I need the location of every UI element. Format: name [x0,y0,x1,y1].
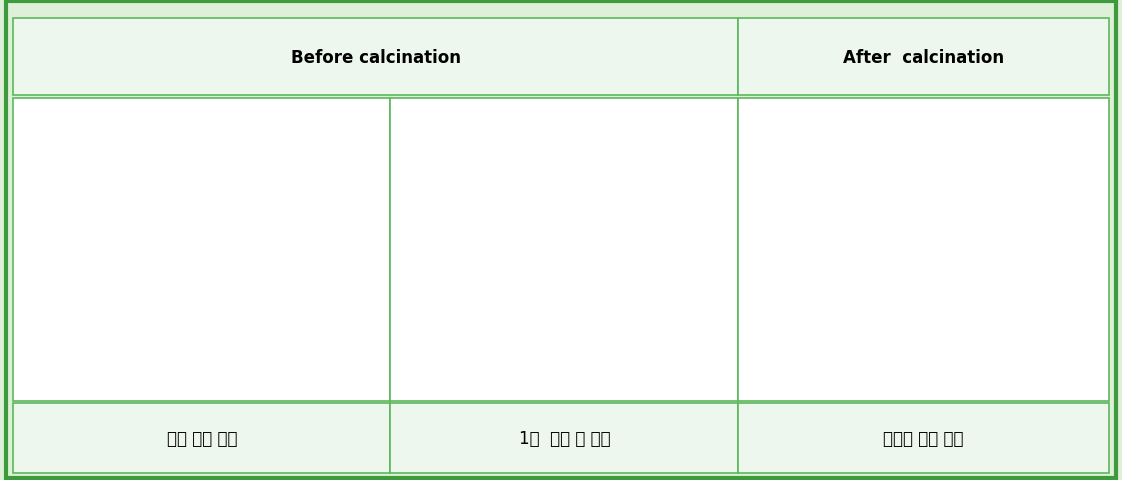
Text: 열처리 직후 측정: 열처리 직후 측정 [883,429,964,447]
Y-axis label: Absorption differential [a.u.]: Absorption differential [a.u.] [15,170,24,299]
Text: PeakW: 771.7: PeakW: 771.7 [594,278,645,288]
Bar [13,98,390,401]
Bar [13,403,390,473]
Text: PeakW[uT]:1094.0: PeakW[uT]:1094.0 [954,278,1024,288]
Text: 1년  보관 후 측정: 1년 보관 후 측정 [518,429,610,447]
Text: -13)g=1.92851: -13)g=1.92851 [594,260,651,269]
Bar [13,19,738,96]
Y-axis label: Absorption differential [a.u.]: Absorption differential [a.u.] [738,170,747,299]
Text: PeakH: 753.000: PeakH: 753.000 [954,269,1014,278]
Bar [738,403,1109,473]
Text: 합성 직후 측정: 합성 직후 측정 [167,429,237,447]
X-axis label: Magnetic field [mT]: Magnetic field [mT] [527,378,636,388]
Bar [390,403,738,473]
Text: A (350.176: A (350.176 [954,251,996,260]
Text: -24)g=1.92751: -24)g=1.92751 [954,260,1012,269]
Bar [738,98,1109,401]
X-axis label: Magnetic field [mT]: Magnetic field [mT] [888,378,996,388]
Y-axis label: Absorption differential [a.u.]: Absorption differential [a.u.] [388,170,397,299]
Text: PeakH: 338.000: PeakH: 338.000 [594,269,653,278]
Bar [390,98,738,401]
Text: After  calcination: After calcination [843,48,1004,67]
Text: A (349.722: A (349.722 [594,251,635,260]
Text: Before calcination: Before calcination [291,48,461,67]
Bar [738,19,1109,96]
X-axis label: Magnetic field [mT]: Magnetic field [mT] [167,378,275,388]
